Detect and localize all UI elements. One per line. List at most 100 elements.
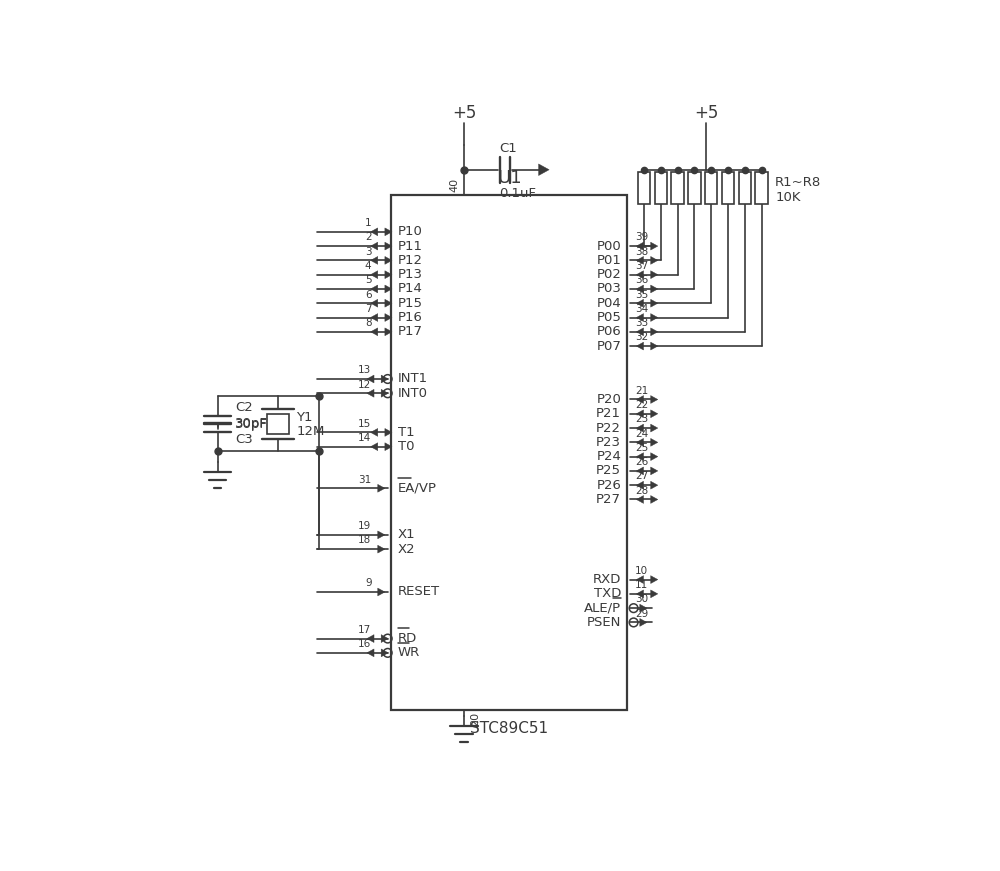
Polygon shape — [651, 242, 658, 250]
Text: C2: C2 — [235, 401, 253, 414]
Text: C1: C1 — [499, 143, 517, 155]
Text: P11: P11 — [398, 240, 423, 253]
Text: 6: 6 — [365, 289, 372, 300]
Polygon shape — [636, 300, 644, 307]
Polygon shape — [385, 228, 392, 236]
Text: +5: +5 — [694, 104, 718, 122]
Bar — [655, 172, 667, 204]
Text: 14: 14 — [358, 433, 372, 443]
Bar — [739, 172, 751, 204]
Polygon shape — [385, 429, 392, 436]
Text: 32: 32 — [635, 333, 648, 342]
Text: 29: 29 — [635, 609, 648, 618]
Text: 31: 31 — [358, 475, 372, 484]
Text: 27: 27 — [635, 471, 648, 482]
Polygon shape — [651, 482, 658, 490]
Bar — [722, 172, 734, 204]
Polygon shape — [367, 375, 374, 383]
Text: T1: T1 — [398, 426, 414, 439]
Text: 10K: 10K — [775, 191, 801, 204]
Text: 3: 3 — [365, 246, 372, 257]
Polygon shape — [381, 375, 388, 383]
Polygon shape — [651, 467, 658, 475]
Polygon shape — [636, 424, 644, 432]
Polygon shape — [367, 389, 374, 397]
Polygon shape — [640, 618, 647, 626]
Text: P20: P20 — [596, 393, 621, 406]
Polygon shape — [651, 453, 658, 461]
Polygon shape — [640, 604, 647, 612]
Polygon shape — [385, 271, 392, 279]
Text: T0: T0 — [398, 440, 414, 453]
Polygon shape — [385, 242, 392, 250]
Polygon shape — [651, 496, 658, 503]
Polygon shape — [636, 410, 644, 418]
Text: PSEN: PSEN — [587, 616, 621, 629]
Text: P21: P21 — [596, 408, 621, 421]
Text: C3: C3 — [235, 434, 253, 446]
Polygon shape — [371, 442, 378, 450]
Text: 5: 5 — [365, 275, 372, 285]
Polygon shape — [378, 531, 385, 539]
Text: EA/VP: EA/VP — [398, 482, 437, 495]
Text: P02: P02 — [596, 268, 621, 281]
Polygon shape — [636, 496, 644, 503]
Polygon shape — [651, 342, 658, 350]
Polygon shape — [539, 164, 549, 176]
Text: 24: 24 — [635, 429, 648, 439]
Polygon shape — [651, 327, 658, 335]
Polygon shape — [371, 429, 378, 436]
Polygon shape — [651, 576, 658, 584]
Polygon shape — [636, 467, 644, 475]
Text: RD: RD — [398, 632, 417, 645]
Text: 7: 7 — [365, 304, 372, 314]
Text: TXD: TXD — [594, 587, 621, 600]
Text: X2: X2 — [398, 543, 415, 556]
Text: 4: 4 — [365, 261, 372, 271]
Text: P12: P12 — [398, 253, 423, 267]
Text: 35: 35 — [635, 289, 648, 300]
Text: 12M: 12M — [296, 425, 325, 437]
Polygon shape — [378, 484, 385, 492]
Text: 30pF: 30pF — [235, 418, 268, 431]
Polygon shape — [378, 545, 385, 553]
Text: 9: 9 — [365, 578, 372, 588]
Bar — [267, 414, 289, 434]
Bar — [705, 172, 717, 204]
Text: P14: P14 — [398, 282, 422, 295]
Text: 23: 23 — [635, 415, 648, 424]
Polygon shape — [636, 482, 644, 490]
Bar — [755, 172, 768, 204]
Polygon shape — [651, 590, 658, 598]
Text: 17: 17 — [358, 625, 372, 635]
Text: 22: 22 — [635, 400, 648, 410]
Text: P26: P26 — [596, 479, 621, 492]
Text: 25: 25 — [635, 442, 648, 453]
Text: 15: 15 — [358, 419, 372, 429]
Polygon shape — [651, 314, 658, 321]
Polygon shape — [636, 395, 644, 403]
Text: P06: P06 — [596, 325, 621, 338]
Text: P24: P24 — [596, 450, 621, 463]
Polygon shape — [371, 228, 378, 236]
Polygon shape — [651, 410, 658, 418]
Bar — [391, 194, 627, 710]
Text: P23: P23 — [596, 436, 621, 449]
Text: P13: P13 — [398, 268, 423, 281]
Text: WR: WR — [398, 646, 420, 659]
Text: INT0: INT0 — [398, 387, 428, 400]
Text: P07: P07 — [596, 340, 621, 353]
Polygon shape — [636, 342, 644, 350]
Polygon shape — [636, 576, 644, 584]
Polygon shape — [378, 588, 385, 596]
Text: Y1: Y1 — [296, 411, 313, 424]
Text: P22: P22 — [596, 422, 621, 435]
Polygon shape — [636, 285, 644, 293]
Polygon shape — [385, 327, 392, 335]
Polygon shape — [385, 256, 392, 264]
Polygon shape — [385, 285, 392, 293]
Polygon shape — [385, 442, 392, 450]
Polygon shape — [381, 649, 388, 657]
Text: 8: 8 — [365, 318, 372, 328]
Text: 28: 28 — [635, 486, 648, 496]
